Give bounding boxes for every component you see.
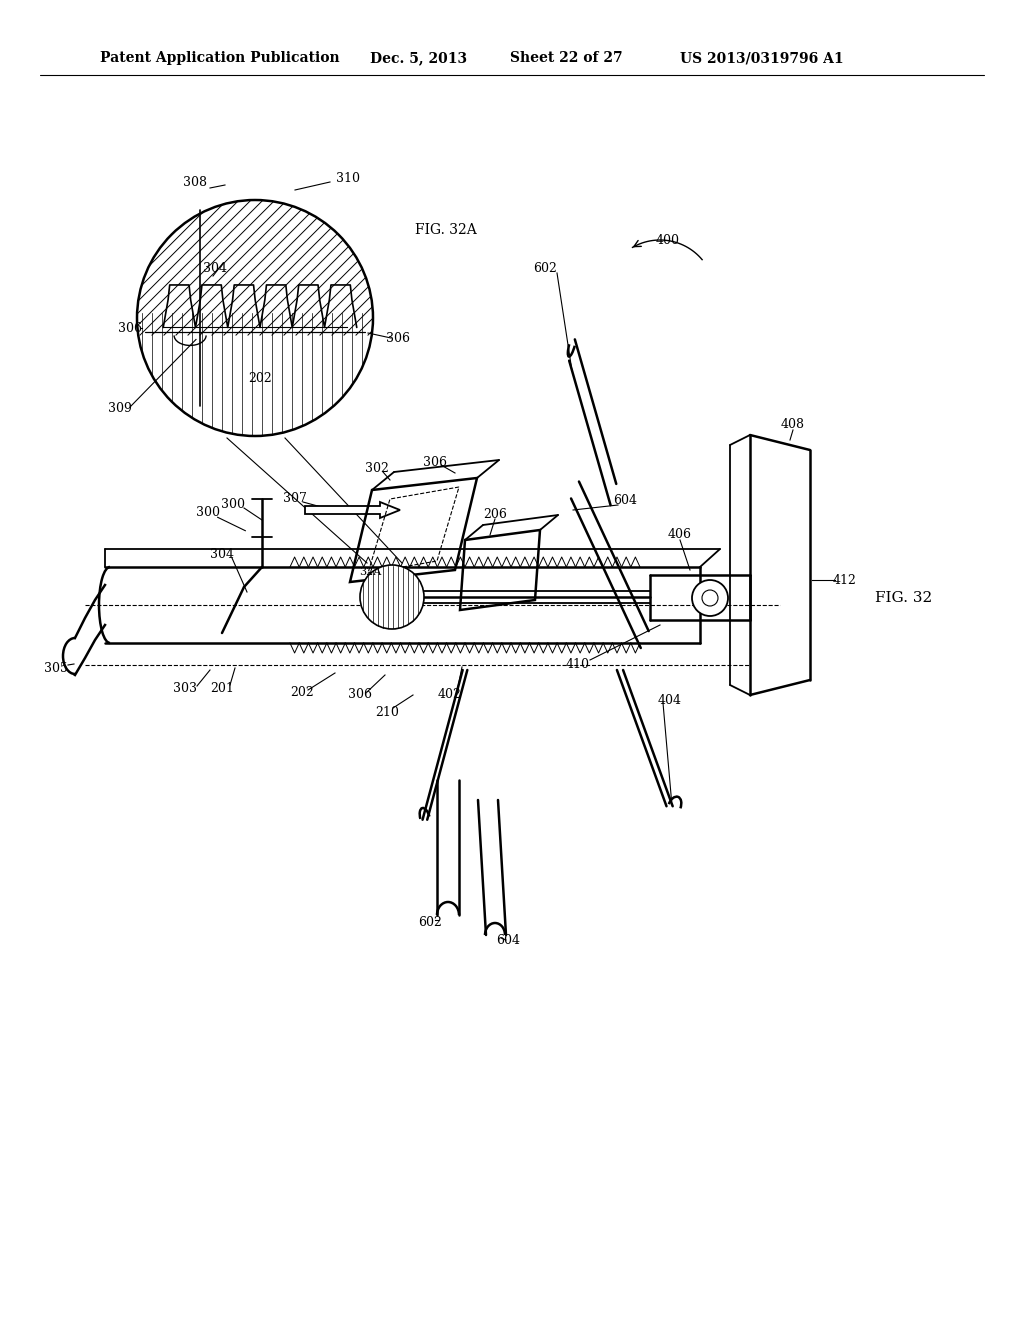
Text: 306: 306 <box>118 322 142 334</box>
Text: 305: 305 <box>44 661 68 675</box>
Text: 402: 402 <box>438 689 462 701</box>
Text: 206: 206 <box>483 508 507 521</box>
Text: 303: 303 <box>173 681 197 694</box>
Text: 300: 300 <box>221 499 245 511</box>
Text: 308: 308 <box>183 176 207 189</box>
Text: Dec. 5, 2013: Dec. 5, 2013 <box>370 51 467 65</box>
Text: 602: 602 <box>534 261 557 275</box>
Text: 304: 304 <box>203 261 227 275</box>
Circle shape <box>360 565 424 630</box>
FancyArrow shape <box>305 502 400 517</box>
Text: 306: 306 <box>348 689 372 701</box>
Text: 406: 406 <box>668 528 692 541</box>
Text: FIG. 32: FIG. 32 <box>874 591 932 605</box>
Text: 210: 210 <box>375 705 399 718</box>
Circle shape <box>137 201 373 436</box>
Text: 306: 306 <box>386 331 410 345</box>
Text: 302: 302 <box>366 462 389 474</box>
Text: 300: 300 <box>196 506 220 519</box>
Text: 202: 202 <box>248 371 272 384</box>
Text: 404: 404 <box>658 693 682 706</box>
Text: 310: 310 <box>336 172 360 185</box>
Text: 309: 309 <box>109 401 132 414</box>
Text: 306: 306 <box>423 455 447 469</box>
Text: 307: 307 <box>283 491 307 504</box>
Text: 32A: 32A <box>358 568 381 577</box>
Text: US 2013/0319796 A1: US 2013/0319796 A1 <box>680 51 844 65</box>
Text: 410: 410 <box>566 659 590 672</box>
Text: 604: 604 <box>496 933 520 946</box>
Text: 602: 602 <box>418 916 442 928</box>
Text: 400: 400 <box>656 234 680 247</box>
Text: FIG. 32A: FIG. 32A <box>415 223 477 238</box>
Text: 604: 604 <box>613 494 637 507</box>
Text: Sheet 22 of 27: Sheet 22 of 27 <box>510 51 623 65</box>
Circle shape <box>702 590 718 606</box>
Text: 202: 202 <box>290 686 314 700</box>
Text: 408: 408 <box>781 418 805 432</box>
Text: 304: 304 <box>210 549 234 561</box>
Text: Patent Application Publication: Patent Application Publication <box>100 51 340 65</box>
Circle shape <box>692 579 728 616</box>
Text: 201: 201 <box>210 681 233 694</box>
Text: 412: 412 <box>834 573 857 586</box>
